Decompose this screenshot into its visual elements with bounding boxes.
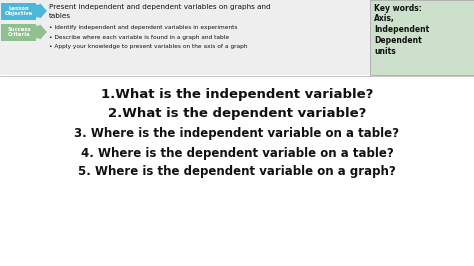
FancyArrow shape	[36, 4, 46, 18]
Text: • Describe where each variable is found in a graph and table: • Describe where each variable is found …	[49, 35, 229, 39]
Text: Axis,: Axis,	[374, 14, 395, 23]
Text: Lesson
Objective: Lesson Objective	[5, 6, 33, 16]
Text: Dependent: Dependent	[374, 36, 422, 45]
Text: units: units	[374, 47, 396, 56]
Text: • Identify independent and dependent variables in experiments: • Identify independent and dependent var…	[49, 25, 237, 30]
Text: Key words:: Key words:	[374, 4, 422, 13]
Text: 4. Where is the dependent variable on a table?: 4. Where is the dependent variable on a …	[81, 147, 393, 160]
FancyBboxPatch shape	[370, 0, 474, 75]
FancyBboxPatch shape	[1, 2, 36, 19]
Text: 1.What is the independent variable?: 1.What is the independent variable?	[101, 88, 373, 101]
Text: Independent: Independent	[374, 25, 429, 34]
Text: 2.What is the dependent variable?: 2.What is the dependent variable?	[108, 107, 366, 120]
Text: • Apply your knowledge to present variables on the axis of a graph: • Apply your knowledge to present variab…	[49, 44, 247, 49]
Text: 3. Where is the independent variable on a table?: 3. Where is the independent variable on …	[74, 127, 400, 140]
Text: Present independent and dependent variables on graphs and
tables: Present independent and dependent variab…	[49, 4, 271, 19]
Text: Success
Criteria: Success Criteria	[7, 27, 31, 38]
FancyBboxPatch shape	[1, 23, 36, 40]
FancyBboxPatch shape	[0, 0, 370, 75]
FancyArrow shape	[36, 25, 46, 39]
Text: 5. Where is the dependent variable on a graph?: 5. Where is the dependent variable on a …	[78, 165, 396, 178]
